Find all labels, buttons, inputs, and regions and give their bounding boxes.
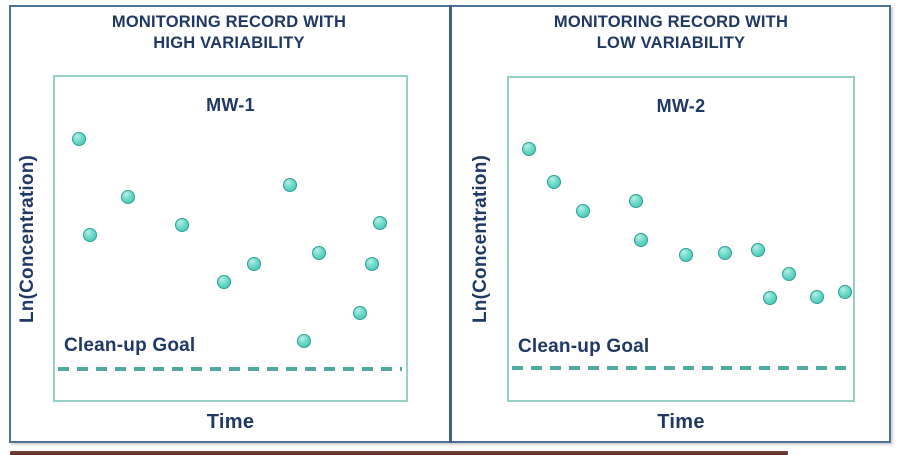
- data-point: [353, 306, 367, 320]
- data-point: [838, 285, 852, 299]
- title-line-1: MONITORING RECORD WITH: [553, 13, 789, 31]
- plot-area-mw1: MW-1 Clean-up Goal: [53, 75, 408, 402]
- data-point: [547, 175, 561, 189]
- data-point: [522, 142, 536, 156]
- panel-divider: [449, 5, 452, 443]
- title-line-2: LOW VARIABILITY: [596, 34, 746, 52]
- data-point: [810, 290, 824, 304]
- x-axis-label-mw1: Time: [206, 411, 255, 433]
- cleanup-goal-label-mw2: Clean-up Goal: [518, 336, 650, 357]
- well-label-mw1: MW-1: [206, 95, 255, 115]
- plot-area-mw2: MW-2 Clean-up Goal: [507, 76, 855, 402]
- data-point: [373, 216, 387, 230]
- cleanup-goal-line-mw2: [512, 366, 849, 370]
- y-axis-label-mw1: Ln(Concentration): [17, 154, 38, 323]
- data-point: [782, 267, 796, 281]
- data-point: [121, 190, 135, 204]
- data-point: [634, 233, 648, 247]
- data-point: [297, 334, 311, 348]
- data-point: [72, 132, 86, 146]
- panel-title-high-variability: MONITORING RECORD WITH HIGH VARIABILITY: [9, 12, 449, 54]
- data-point: [83, 228, 97, 242]
- data-point: [283, 178, 297, 192]
- cleanup-goal-line-mw1: [58, 367, 402, 371]
- title-line-2: HIGH VARIABILITY: [153, 34, 305, 52]
- data-point: [312, 246, 326, 260]
- y-axis-label-mw2: Ln(Concentration): [470, 154, 491, 324]
- cropped-banner-edge: [10, 451, 788, 455]
- data-point: [679, 248, 693, 262]
- data-point: [365, 257, 379, 271]
- data-point: [718, 246, 732, 260]
- cleanup-goal-label-mw1: Clean-up Goal: [64, 335, 196, 356]
- data-point: [217, 275, 231, 289]
- data-point: [175, 218, 189, 232]
- data-point: [763, 291, 777, 305]
- title-line-1: MONITORING RECORD WITH: [111, 13, 347, 31]
- data-point: [576, 204, 590, 218]
- panel-title-low-variability: MONITORING RECORD WITH LOW VARIABILITY: [451, 12, 891, 54]
- data-point: [751, 243, 765, 257]
- data-point: [629, 194, 643, 208]
- data-point: [247, 257, 261, 271]
- x-axis-label-mw2: Time: [657, 411, 705, 433]
- well-label-mw2: MW-2: [656, 96, 706, 116]
